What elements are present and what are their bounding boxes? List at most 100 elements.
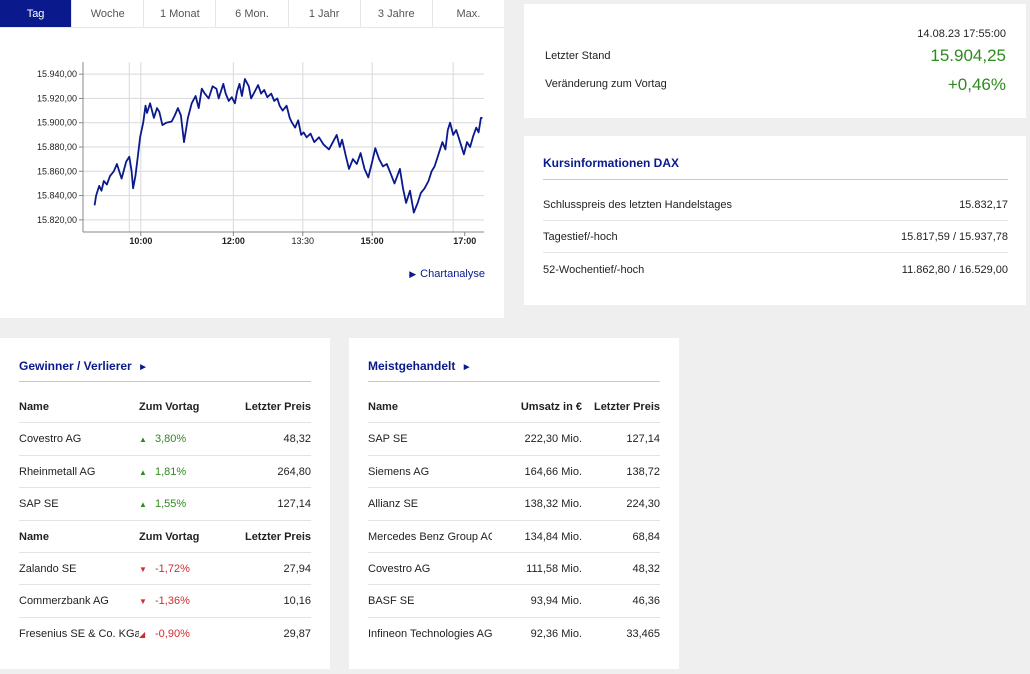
column-header-price: Letzter Preis: [244, 530, 311, 543]
gewinner-verlierer-link[interactable]: Gewinner / Verlierer ►: [19, 359, 148, 373]
last-price: 10,16: [283, 595, 311, 608]
meistgehandelt-panel: Meistgehandelt ► Name Umsatz in € Letzter …: [349, 338, 679, 669]
chartanalyse-link[interactable]: ▶ Chartanalyse: [409, 268, 485, 280]
kursinformationen-panel: Kursinformationen DAX Schlusspreis des l…: [524, 136, 1026, 305]
y-tick-label: 15.920,00: [37, 93, 77, 103]
table-row[interactable]: Commerzbank AG ▼ -1,36% 10,16: [19, 585, 311, 618]
change-label: Veränderung zum Vortag: [545, 78, 667, 90]
change-cell: ◢ -0,90%: [139, 618, 229, 650]
y-tick-label: 15.860,00: [37, 166, 77, 176]
stock-name: Rheinmetall AG: [19, 465, 96, 478]
triangle-down-icon: ◢: [139, 629, 146, 639]
info-row-label: 52-Wochentief/-hoch: [543, 264, 645, 276]
last-price: 224,30: [626, 498, 660, 511]
table-row[interactable]: Covestro AG 111,58 Mio. 48,32: [368, 553, 660, 586]
last-price: 48,32: [283, 433, 311, 446]
column-header-price: Letzter Preis: [593, 401, 660, 413]
table-row[interactable]: SAP SE ▲ 1,55% 127,14: [19, 488, 311, 521]
stock-name: Mercedes Benz Group AG ...: [368, 530, 492, 543]
price-panel: 14.08.23 17:55:00 Letzter Stand 15.904,2…: [524, 4, 1026, 118]
stock-name: Covestro AG: [19, 433, 82, 446]
tab-woche[interactable]: Woche: [72, 0, 145, 27]
table-row[interactable]: Fresenius SE & Co. KGaA ◢ -0,90% 29,87: [19, 618, 311, 650]
title-divider: [368, 381, 660, 382]
timeframe-tabs: Tag Woche 1 Monat 6 Mon. 1 Jahr 3 Jahre Max.: [0, 0, 504, 28]
meistgehandelt-title: Meistgehandelt: [368, 359, 456, 373]
last-price: 29,87: [283, 627, 311, 640]
change-cell: ▼ -1,36%: [139, 585, 229, 616]
tab-6-mon[interactable]: 6 Mon.: [216, 0, 289, 27]
tab-tag[interactable]: Tag: [0, 0, 73, 27]
y-tick-label: 15.880,00: [37, 142, 77, 152]
last-price: 68,84: [632, 530, 660, 543]
tab-1-monat[interactable]: 1 Monat: [144, 0, 217, 27]
column-header-change: Zum Vortag: [139, 401, 200, 413]
y-tick-label: 15.840,00: [37, 191, 77, 201]
stock-name: Commerzbank AG: [19, 595, 109, 608]
intraday-chart: 15.820,00 15.840,00 15.860,00 15.880,00 15.9…: [37, 62, 484, 246]
volume-value: 222,30 Mio.: [524, 433, 582, 446]
y-tick-label: 15.900,00: [37, 118, 77, 128]
gewinner-verlierer-title: Gewinner / Verlierer: [19, 359, 132, 373]
timestamp: 14.08.23 17:55:00: [917, 28, 1006, 40]
play-arrow-icon: ▶: [409, 269, 417, 279]
info-row: Schlusspreis des letzten Handelstages 15…: [543, 189, 1008, 221]
meistgehandelt-link[interactable]: Meistgehandelt ►: [368, 359, 472, 373]
table-row[interactable]: Siemens AG 164,66 Mio. 138,72: [368, 456, 660, 489]
column-header-name: Name: [19, 530, 49, 543]
last-price-label: Letzter Stand: [545, 50, 611, 62]
tab-max[interactable]: Max.: [456, 8, 481, 20]
volume-value: 93,94 Mio.: [530, 595, 582, 608]
change-value: +0,46%: [947, 75, 1006, 94]
table-row[interactable]: Zalando SE ▼ -1,72% 27,94: [19, 553, 311, 586]
stock-name: SAP SE: [19, 498, 59, 511]
meistgehandelt-table: Name Umsatz in € Letzter Preis SAP SE 222,30…: [368, 391, 660, 650]
last-price: 48,32: [632, 562, 660, 575]
change-value: -1,72%: [155, 562, 190, 575]
volume-value: 134,84 Mio.: [524, 530, 582, 543]
triangle-up-icon: ▲: [139, 500, 147, 510]
table-row[interactable]: Rheinmetall AG ▲ 1,81% 264,80: [19, 456, 311, 489]
stock-name: Allianz SE: [368, 498, 419, 511]
last-price: 27,94: [283, 562, 311, 575]
table-row[interactable]: Infineon Technologies AG 92,36 Mio. 33,465: [368, 618, 660, 650]
table-header-row: Name Zum Vortag Letzter Preis: [19, 391, 311, 424]
last-price-value: 15.904,25: [930, 46, 1006, 65]
x-tick-label: 17:00: [453, 236, 476, 246]
info-row-value: 15.817,59 / 15.937,78: [900, 231, 1008, 243]
volume-value: 111,58 Mio.: [526, 562, 582, 575]
gewinner-verlierer-table: Name Zum Vortag Letzter Preis Covestro AG ▲ 3…: [19, 391, 311, 650]
x-tick-label: 10:00: [129, 236, 152, 246]
stock-name: Siemens AG: [368, 465, 430, 478]
table-header-row: Name Umsatz in € Letzter Preis: [368, 391, 660, 424]
volume-value: 164,66 Mio.: [524, 465, 582, 478]
triangle-up-icon: ▲: [139, 435, 147, 445]
info-row: Tagestief/-hoch 15.817,59 / 15.937,78: [543, 221, 1008, 253]
table-row[interactable]: Allianz SE 138,32 Mio. 224,30: [368, 488, 660, 521]
stock-name: Covestro AG: [368, 562, 431, 575]
stock-name: SAP SE: [368, 433, 408, 446]
table-row[interactable]: Mercedes Benz Group AG ... 134,84 Mio. 68,…: [368, 521, 660, 553]
table-row[interactable]: Covestro AG ▲ 3,80% 48,32: [19, 423, 311, 456]
table-row[interactable]: SAP SE 222,30 Mio. 127,14: [368, 423, 660, 456]
tab-3-jahre[interactable]: 3 Jahre: [361, 0, 433, 27]
kursinformationen-title: Kursinformationen DAX: [543, 156, 680, 170]
volume-value: 138,32 Mio.: [524, 498, 582, 511]
change-value: 3,80%: [155, 433, 187, 446]
table-row[interactable]: BASF SE 93,94 Mio. 46,36: [368, 585, 660, 618]
triangle-down-icon: ▼: [139, 564, 147, 574]
chart-panel: Tag Woche 1 Monat 6 Mon. 1 Jahr 3 Jahre Max. 1…: [0, 0, 504, 318]
tab-1-jahr[interactable]: 1 Jahr: [289, 0, 361, 27]
change-cell: ▲ 1,81%: [139, 456, 229, 487]
change-value: -0,90%: [155, 627, 190, 640]
price-series-line: [93, 78, 483, 214]
x-tick-label: 13:30: [292, 236, 315, 246]
change-cell: ▲ 3,80%: [139, 423, 229, 454]
change-value: 1,81%: [155, 465, 187, 478]
info-row-value: 11.862,80 / 16.529,00: [901, 264, 1008, 276]
column-header-name: Name: [19, 401, 49, 413]
x-tick-label: 15:00: [361, 236, 384, 246]
last-price: 33,465: [626, 627, 660, 640]
triangle-down-icon: ▼: [139, 597, 147, 607]
gewinner-verlierer-panel: Gewinner / Verlierer ► Name Zum Vortag Let…: [0, 338, 330, 669]
